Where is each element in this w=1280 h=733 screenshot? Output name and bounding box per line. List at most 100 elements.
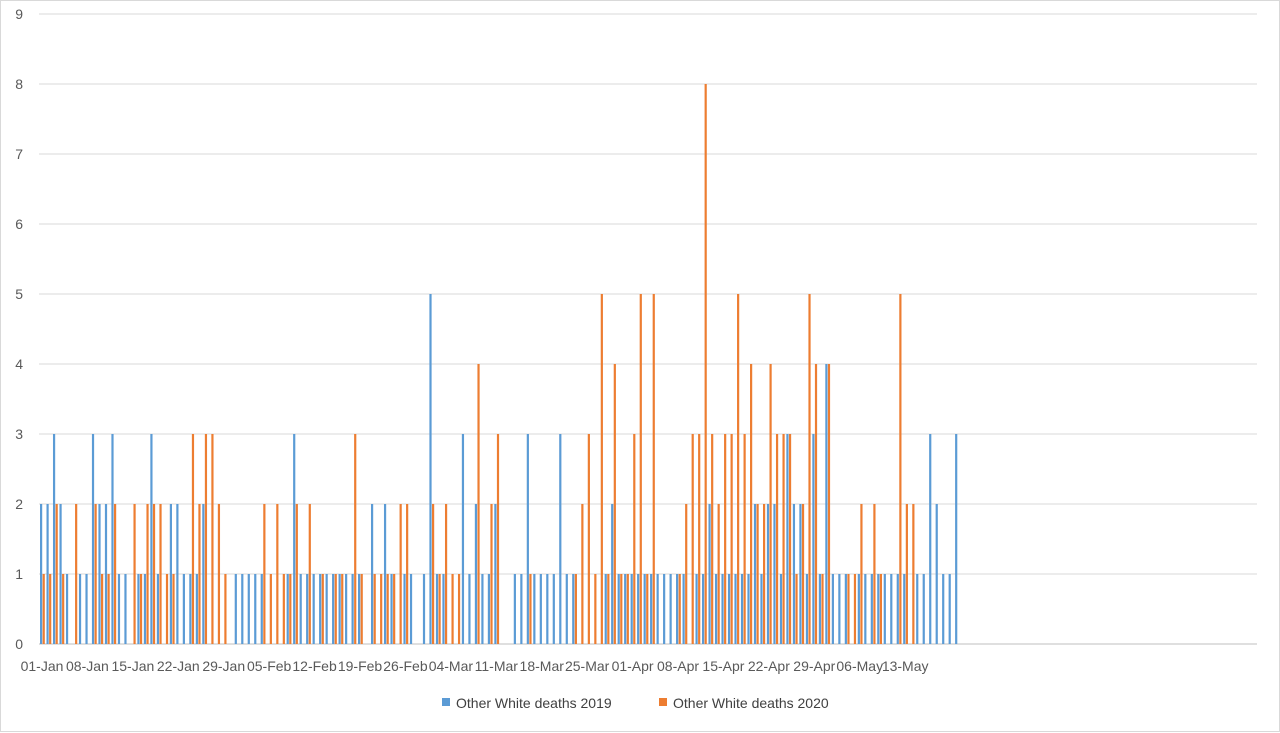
bar (639, 294, 642, 644)
bar (691, 434, 694, 644)
y-tick-label: 8 (15, 76, 23, 92)
bar (756, 504, 759, 644)
bar (643, 574, 646, 644)
bar (85, 574, 88, 644)
bar (526, 434, 529, 644)
bar (883, 574, 886, 644)
bar (202, 504, 205, 644)
bar (319, 574, 322, 644)
bar (801, 504, 805, 644)
bar (559, 434, 562, 644)
bar (730, 434, 733, 644)
bar (633, 434, 636, 644)
bar (286, 574, 289, 644)
bar (383, 504, 387, 644)
bar (604, 574, 607, 644)
bar (607, 574, 610, 644)
bar (814, 364, 818, 644)
bar (65, 574, 69, 644)
bar (139, 574, 143, 644)
bar (146, 504, 149, 644)
bar (422, 574, 426, 644)
x-tick-label: 01-Apr (612, 658, 654, 674)
bar (451, 574, 454, 644)
y-tick-label: 0 (15, 636, 23, 652)
bar (750, 364, 753, 644)
bar (133, 504, 136, 644)
bar (853, 574, 857, 644)
bar (779, 574, 783, 644)
bar (546, 574, 549, 644)
bar (795, 574, 798, 644)
x-tick-label: 26-Feb (383, 658, 428, 674)
bar (399, 504, 402, 644)
bar (150, 434, 153, 644)
bar (812, 434, 815, 644)
bar (513, 574, 516, 644)
x-tick-label: 08-Jan (66, 658, 109, 674)
bar (457, 574, 461, 644)
bar (182, 574, 185, 644)
bar (370, 504, 374, 644)
y-tick-label: 9 (15, 6, 23, 22)
bar (734, 574, 737, 644)
bar (905, 504, 908, 644)
bar (727, 574, 731, 644)
bar (345, 574, 348, 644)
bar (325, 574, 328, 644)
bar (685, 504, 688, 644)
bar (490, 504, 493, 644)
bar (581, 504, 584, 644)
bar (827, 364, 831, 644)
bar (520, 574, 523, 644)
y-tick-label: 7 (15, 146, 23, 162)
bar (539, 574, 542, 644)
bar (620, 574, 623, 644)
bar (942, 574, 945, 644)
bar (873, 504, 876, 644)
bar (165, 574, 169, 644)
x-tick-label: 01-Jan (21, 658, 64, 674)
bar (406, 504, 409, 644)
bar (594, 574, 597, 644)
bar (403, 574, 406, 644)
bar (574, 574, 577, 644)
bar (879, 574, 883, 644)
bar (646, 574, 649, 644)
bar (442, 574, 445, 644)
bar (831, 574, 834, 644)
bar (613, 364, 616, 644)
x-tick-label: 25-Mar (565, 658, 610, 674)
bar (306, 574, 309, 644)
bar (137, 574, 140, 644)
bar (929, 434, 932, 644)
bar (714, 574, 718, 644)
bar (276, 504, 279, 644)
bar (263, 504, 266, 644)
x-tick-label: 04-Mar (429, 658, 474, 674)
bar (708, 504, 711, 644)
bar (860, 504, 863, 644)
bar (786, 434, 789, 644)
bar (630, 574, 633, 644)
bar (49, 574, 52, 644)
bar (293, 434, 296, 644)
bar (468, 574, 471, 644)
bar (107, 574, 110, 644)
bar (762, 504, 766, 644)
bar (254, 574, 257, 644)
bar (204, 434, 208, 644)
bar (55, 504, 58, 644)
bar (496, 434, 500, 644)
bar (775, 434, 779, 644)
bar (753, 504, 757, 644)
y-tick-label: 4 (15, 356, 23, 372)
bar (211, 434, 214, 644)
bar (390, 574, 393, 644)
bar (334, 574, 337, 644)
bar (78, 574, 82, 644)
bar (766, 504, 770, 644)
bar (386, 574, 389, 644)
bar (358, 574, 361, 644)
